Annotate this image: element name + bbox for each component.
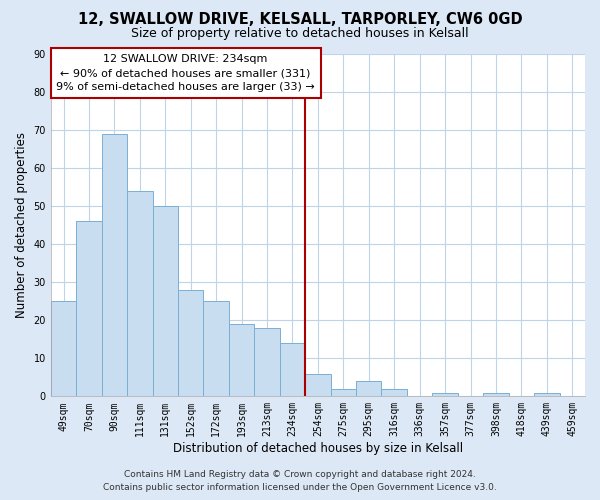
Bar xyxy=(127,191,152,396)
Bar xyxy=(280,343,305,396)
Bar xyxy=(229,324,254,396)
Bar xyxy=(534,392,560,396)
Bar xyxy=(433,392,458,396)
Bar xyxy=(152,206,178,396)
Text: Size of property relative to detached houses in Kelsall: Size of property relative to detached ho… xyxy=(131,28,469,40)
Text: Contains HM Land Registry data © Crown copyright and database right 2024.
Contai: Contains HM Land Registry data © Crown c… xyxy=(103,470,497,492)
Bar xyxy=(356,381,382,396)
Y-axis label: Number of detached properties: Number of detached properties xyxy=(15,132,28,318)
Bar xyxy=(382,388,407,396)
Bar xyxy=(101,134,127,396)
Bar xyxy=(305,374,331,396)
Bar xyxy=(331,388,356,396)
Bar xyxy=(254,328,280,396)
Text: 12 SWALLOW DRIVE: 234sqm
← 90% of detached houses are smaller (331)
9% of semi-d: 12 SWALLOW DRIVE: 234sqm ← 90% of detach… xyxy=(56,54,315,92)
Bar xyxy=(51,301,76,396)
Bar xyxy=(178,290,203,397)
X-axis label: Distribution of detached houses by size in Kelsall: Distribution of detached houses by size … xyxy=(173,442,463,455)
Bar xyxy=(76,222,101,396)
Bar xyxy=(203,301,229,396)
Bar xyxy=(483,392,509,396)
Text: 12, SWALLOW DRIVE, KELSALL, TARPORLEY, CW6 0GD: 12, SWALLOW DRIVE, KELSALL, TARPORLEY, C… xyxy=(77,12,523,28)
